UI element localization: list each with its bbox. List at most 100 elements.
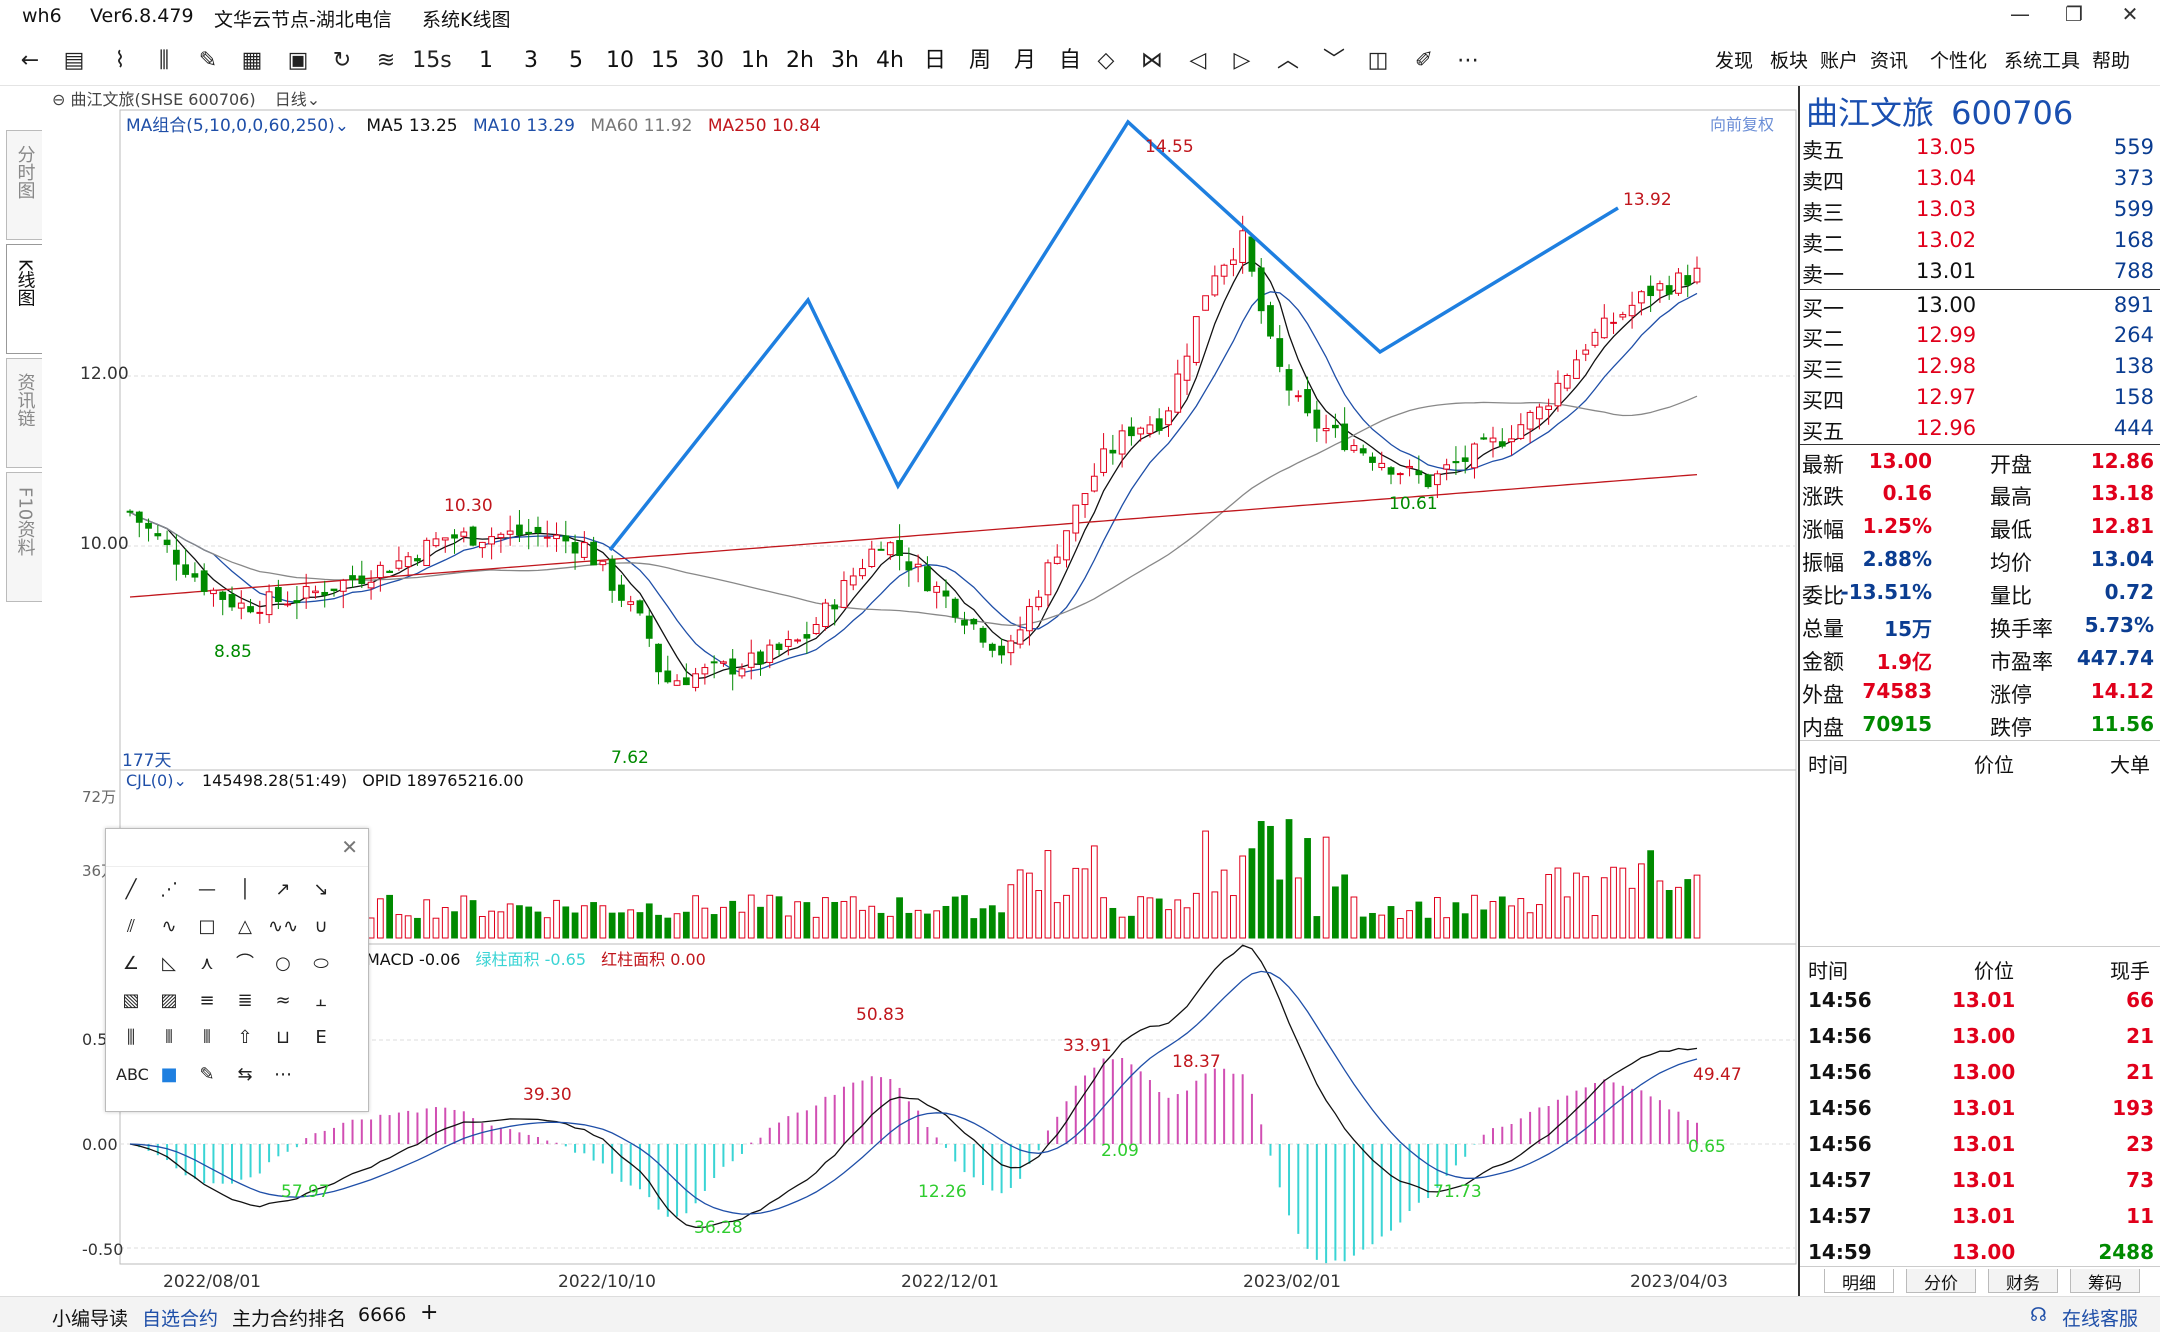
color-picker-icon[interactable]: ■ — [160, 1064, 178, 1085]
scroll-left-icon[interactable]: ◁ — [1189, 48, 1207, 73]
more-icon[interactable]: ⋯ — [1457, 48, 1479, 73]
orderbook-row[interactable]: 买三 12.98 138 — [1800, 351, 2160, 382]
orderbook-row[interactable]: 买一 13.00 891 — [1800, 289, 2160, 321]
ma-combo-label[interactable]: MA组合(5,10,0,0,60,250) — [126, 116, 335, 136]
menu-item-3[interactable]: 资讯 — [1870, 50, 1909, 72]
fork-icon[interactable]: ⋏ — [200, 953, 214, 974]
detail-tab-2[interactable]: 财务 — [1988, 1269, 2058, 1294]
fib-fan-icon[interactable]: ▧ — [122, 990, 140, 1011]
flip-icon[interactable]: ⇆ — [237, 1064, 253, 1085]
ruler-icon[interactable]: ⊔ — [275, 1027, 291, 1048]
wave-pattern-line[interactable] — [608, 119, 1619, 552]
menu-item-1[interactable]: 板块 — [1770, 50, 1809, 72]
minimize-icon[interactable]: — — [2010, 2, 2030, 26]
line-chart-icon[interactable]: ⌇ — [114, 48, 126, 73]
period-selector[interactable]: 日线 — [274, 90, 307, 109]
dashed-line-icon[interactable]: ⋰ — [160, 879, 178, 900]
e-wave-icon[interactable]: Ε — [315, 1027, 327, 1048]
down-icon[interactable]: ﹀ — [1322, 48, 1345, 73]
angle-icon[interactable]: ∠ — [122, 953, 140, 974]
menu-item-6[interactable]: 帮助 — [2092, 50, 2131, 72]
period-icon[interactable]: ⫼ — [126, 1027, 136, 1048]
main-contract-rank-tab[interactable]: 主力合约排名 — [232, 1308, 347, 1330]
pen-icon[interactable]: ✐ — [1414, 48, 1434, 73]
period-button-11[interactable]: 周 — [968, 48, 991, 73]
cycle-icon[interactable]: ⦀ — [203, 1027, 211, 1048]
menu-item-4[interactable]: 个性化 — [1930, 50, 1988, 72]
tab-kline[interactable]: K线图 — [6, 244, 42, 354]
ma-chevron-icon[interactable]: ⌄ — [334, 116, 349, 136]
volume-indicator-label[interactable]: CJL(0) — [126, 771, 174, 790]
refresh-icon[interactable]: ↻ — [332, 48, 352, 73]
adjust-mode[interactable]: 向前复权 — [1710, 115, 1775, 134]
orderbook-row[interactable]: 买四 12.97 158 — [1800, 382, 2160, 413]
period-button-0[interactable]: 1 — [479, 48, 493, 73]
period-button-7[interactable]: 2h — [786, 48, 814, 73]
watchlist-tab[interactable]: 自选合约 — [142, 1308, 219, 1330]
custom-tab[interactable]: 6666 — [358, 1304, 407, 1326]
fib-ext-icon[interactable]: ≣ — [237, 990, 253, 1011]
detail-tab-3[interactable]: 筹码 — [2070, 1269, 2140, 1294]
layout-icon[interactable]: ◫ — [1367, 48, 1389, 73]
orderbook-row[interactable]: 卖五 13.05 559 — [1800, 132, 2160, 163]
elliott-icon[interactable]: ≈ — [275, 990, 291, 1011]
text-tool[interactable]: ABC — [116, 1065, 149, 1084]
curve-icon[interactable]: ⌒ — [236, 953, 254, 974]
circle-icon[interactable]: ○ — [275, 953, 291, 974]
orderbook-row[interactable]: 买五 12.96 444 — [1800, 413, 2160, 444]
menu-item-5[interactable]: 系统工具 — [2004, 50, 2081, 72]
add-tab-button[interactable]: + — [420, 1300, 439, 1325]
chevron-down-icon[interactable]: ⌄ — [306, 90, 321, 109]
headset-icon[interactable]: ☊ — [2030, 1304, 2047, 1326]
sine-icon[interactable]: ∿∿ — [268, 916, 299, 937]
editor-guide-tab[interactable]: 小编导读 — [52, 1308, 129, 1330]
gann-line-icon[interactable]: ⫠ — [315, 990, 327, 1011]
orderbook-row[interactable]: 买二 12.99 264 — [1800, 320, 2160, 351]
vertical-line-icon[interactable]: │ — [239, 879, 251, 900]
arc-icon[interactable]: ∪ — [314, 916, 328, 937]
menu-item-2[interactable]: 账户 — [1820, 50, 1859, 72]
zoom-out-icon[interactable]: ⋈ — [1141, 48, 1163, 73]
triangle-icon[interactable]: △ — [238, 916, 252, 937]
volume-chevron-icon[interactable]: ⌄ — [173, 771, 187, 790]
close-panel-icon[interactable]: ✕ — [341, 835, 358, 859]
period-button-9[interactable]: 4h — [876, 48, 904, 73]
orderbook-row[interactable]: 卖四 13.04 373 — [1800, 163, 2160, 194]
indicator-icon[interactable]: ≋ — [376, 48, 396, 73]
arrow-up-icon[interactable]: ↗ — [275, 879, 291, 900]
back-icon[interactable]: ← — [20, 48, 40, 73]
fib-retrace-icon[interactable]: ≡ — [199, 990, 215, 1011]
more-tools-icon[interactable]: ⋯ — [274, 1064, 292, 1085]
macd-label[interactable]: MACD -0.06 — [366, 950, 461, 969]
period-button-10[interactable]: 日 — [923, 48, 946, 73]
period-button-3[interactable]: 10 — [606, 48, 634, 73]
kline-chart[interactable] — [0, 86, 1800, 1296]
up-arrow-icon[interactable]: ⇧ — [237, 1027, 253, 1048]
period-button-5[interactable]: 30 — [696, 48, 724, 73]
close-icon[interactable]: ✕ — [2121, 2, 2139, 26]
draw-tool-icon[interactable]: ✎ — [198, 48, 218, 73]
fib-arc-icon[interactable]: ▨ — [160, 990, 178, 1011]
period-button-4[interactable]: 15 — [651, 48, 679, 73]
arrow-down-icon[interactable]: ↘ — [313, 879, 329, 900]
save-icon[interactable]: ▣ — [287, 48, 309, 73]
detail-tab-0[interactable]: 明细 — [1824, 1269, 1894, 1294]
period-button-13[interactable]: 自 — [1058, 48, 1081, 73]
parallel-icon[interactable]: ⫽ — [126, 916, 136, 937]
orderbook-row[interactable]: 卖一 13.01 788 — [1800, 256, 2160, 287]
period-button-1[interactable]: 3 — [524, 48, 538, 73]
period-button-8[interactable]: 3h — [831, 48, 859, 73]
period-button-2[interactable]: 5 — [569, 48, 583, 73]
wave-icon[interactable]: ∿ — [161, 916, 177, 937]
line-icon[interactable]: ╱ — [125, 879, 137, 900]
detail-tab-1[interactable]: 分价 — [1906, 1269, 1976, 1294]
scroll-right-icon[interactable]: ▷ — [1233, 48, 1251, 73]
list-icon[interactable]: ▤ — [63, 48, 85, 73]
tab-timeshare[interactable]: 分时图 — [6, 130, 42, 240]
tab-f10[interactable]: F10资料 — [6, 472, 42, 602]
zoom-in-icon[interactable]: ◇ — [1097, 48, 1115, 73]
period-button-6[interactable]: 1h — [741, 48, 769, 73]
ellipse-icon[interactable]: ⬭ — [313, 953, 329, 974]
menu-item-0[interactable]: 发现 — [1715, 50, 1754, 72]
rectangle-icon[interactable]: □ — [198, 916, 216, 937]
